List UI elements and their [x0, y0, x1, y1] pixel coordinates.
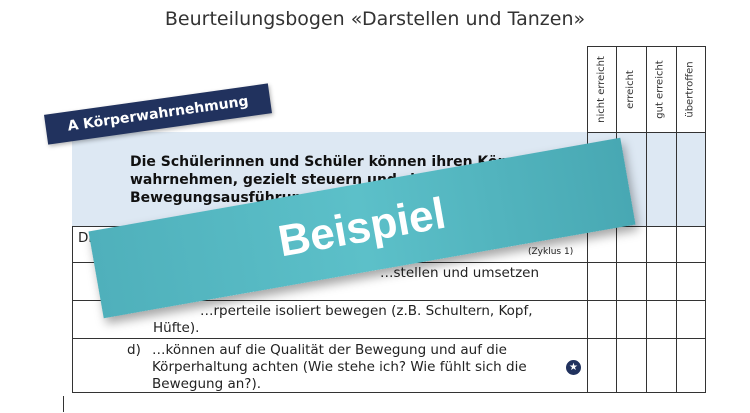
- star-icon: ★: [566, 360, 581, 375]
- row-d-label: d): [127, 342, 141, 358]
- column-header-uebertroffen: übertroffen: [685, 60, 697, 118]
- column-header-erreicht: erreicht: [625, 69, 637, 109]
- row-c-cont: Hüfte).: [153, 320, 200, 336]
- row-d-text: …können auf die Qualität der Bewegung un…: [152, 342, 527, 392]
- row-b-text: …stellen und umsetzen: [380, 265, 540, 281]
- text-cursor: [63, 396, 64, 412]
- banner-text: Beispiel: [274, 188, 450, 267]
- row-c-text: …rperteile isoliert bewegen (z.B. Schult…: [200, 303, 533, 319]
- page-title: Beurteilungsbogen «Darstellen und Tanzen…: [164, 8, 586, 30]
- column-header-nicht-erreicht: nicht erreicht: [596, 55, 607, 123]
- row-a-note: (Zyklus 1): [528, 247, 574, 257]
- column-header-gut-erreicht: gut erreicht: [655, 59, 667, 119]
